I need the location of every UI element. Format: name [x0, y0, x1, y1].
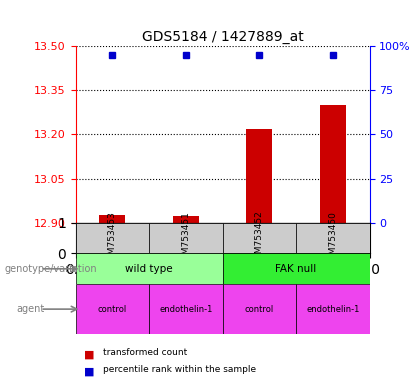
Title: GDS5184 / 1427889_at: GDS5184 / 1427889_at — [142, 30, 304, 44]
FancyBboxPatch shape — [149, 223, 223, 253]
Text: FAK null: FAK null — [276, 264, 317, 274]
Text: GSM753451: GSM753451 — [181, 211, 190, 265]
Text: control: control — [245, 305, 274, 314]
Bar — [247, 129, 272, 223]
FancyBboxPatch shape — [76, 223, 149, 253]
Bar — [320, 105, 346, 223]
Text: endothelin-1: endothelin-1 — [159, 305, 213, 314]
Text: wild type: wild type — [125, 264, 173, 274]
Text: ■: ■ — [84, 367, 94, 377]
Text: percentile rank within the sample: percentile rank within the sample — [103, 365, 256, 374]
Text: GSM753450: GSM753450 — [328, 211, 337, 265]
Bar — [100, 215, 125, 223]
FancyBboxPatch shape — [149, 284, 223, 334]
Text: genotype/variation: genotype/variation — [4, 264, 97, 274]
FancyBboxPatch shape — [223, 284, 296, 334]
Bar — [173, 216, 199, 223]
Text: agent: agent — [17, 304, 45, 314]
Text: control: control — [98, 305, 127, 314]
FancyBboxPatch shape — [296, 284, 370, 334]
FancyBboxPatch shape — [223, 223, 296, 253]
FancyBboxPatch shape — [296, 223, 370, 253]
Text: ■: ■ — [84, 349, 94, 359]
FancyBboxPatch shape — [76, 284, 149, 334]
Text: endothelin-1: endothelin-1 — [306, 305, 360, 314]
Text: transformed count: transformed count — [103, 348, 187, 356]
FancyBboxPatch shape — [223, 253, 370, 284]
Text: GSM753452: GSM753452 — [255, 211, 264, 265]
Text: GSM753453: GSM753453 — [108, 211, 117, 265]
FancyBboxPatch shape — [76, 253, 223, 284]
